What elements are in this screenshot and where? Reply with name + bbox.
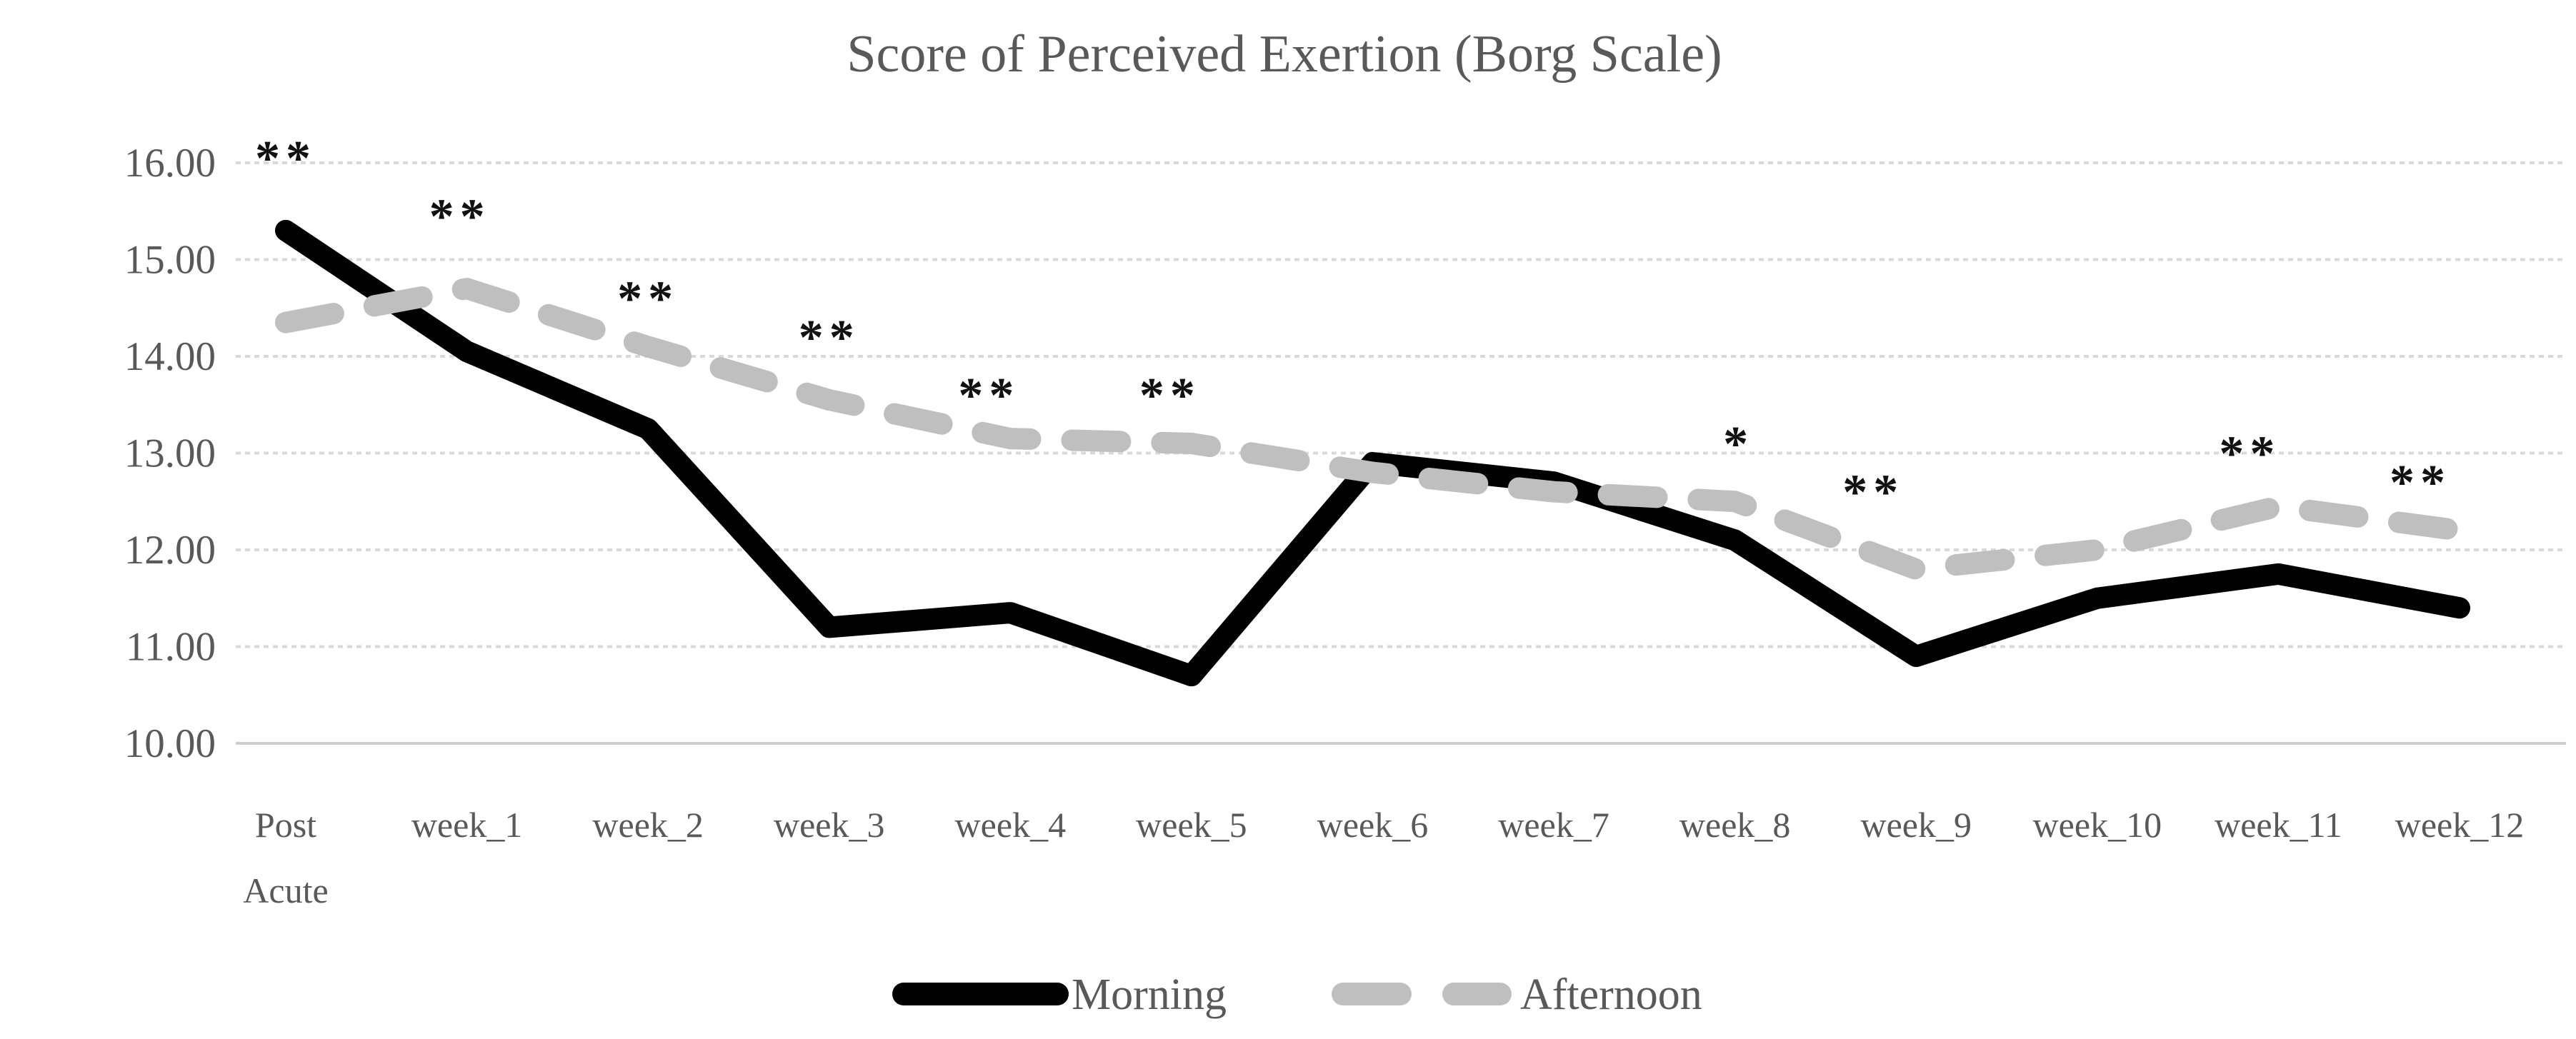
- significance-annotation: **: [1842, 466, 1904, 521]
- significance-annotation: **: [799, 311, 860, 366]
- x-tick-label: week_5: [1136, 805, 1247, 845]
- x-tick-label: week_7: [1498, 805, 1609, 845]
- y-tick-label: 15.00: [124, 238, 216, 283]
- x-tick-label: week_9: [1861, 805, 1972, 845]
- y-tick-label: 16.00: [124, 141, 216, 186]
- significance-annotation: **: [2390, 456, 2451, 511]
- y-tick-label: 14.00: [124, 334, 216, 379]
- x-tick-label: week_4: [955, 805, 1067, 845]
- y-tick-label: 11.00: [126, 625, 216, 670]
- x-tick-label: week_6: [1317, 805, 1429, 845]
- significance-annotation: **: [1139, 368, 1201, 423]
- significance-annotation: **: [617, 272, 679, 327]
- x-tick-label: week_10: [2033, 805, 2162, 845]
- x-tick-label: week_3: [774, 805, 885, 845]
- significance-annotation: *: [1723, 417, 1754, 472]
- chart-title: Score of Perceived Exertion (Borg Scale): [847, 25, 1722, 84]
- x-tick-label: Post Acute: [243, 805, 328, 910]
- y-tick-label: 12.00: [124, 528, 216, 573]
- significance-annotation: **: [429, 190, 491, 245]
- significance-annotation: **: [2219, 427, 2280, 482]
- significance-annotation: **: [958, 368, 1019, 423]
- x-tick-label: week_1: [411, 805, 523, 845]
- y-tick-label: 13.00: [124, 431, 216, 476]
- significance-annotation: **: [255, 131, 316, 186]
- legend-morning-label: Morning: [1072, 970, 1227, 1019]
- x-tick-label: week_12: [2395, 805, 2525, 845]
- y-tick-label: 10.00: [124, 721, 216, 766]
- afternoon-series-line: [275, 278, 2470, 581]
- legend-afternoon-label: Afternoon: [1520, 970, 1702, 1019]
- x-tick-label: week_2: [592, 805, 704, 845]
- x-tick-label: week_8: [1679, 805, 1791, 845]
- x-tick-label: week_11: [2215, 805, 2342, 845]
